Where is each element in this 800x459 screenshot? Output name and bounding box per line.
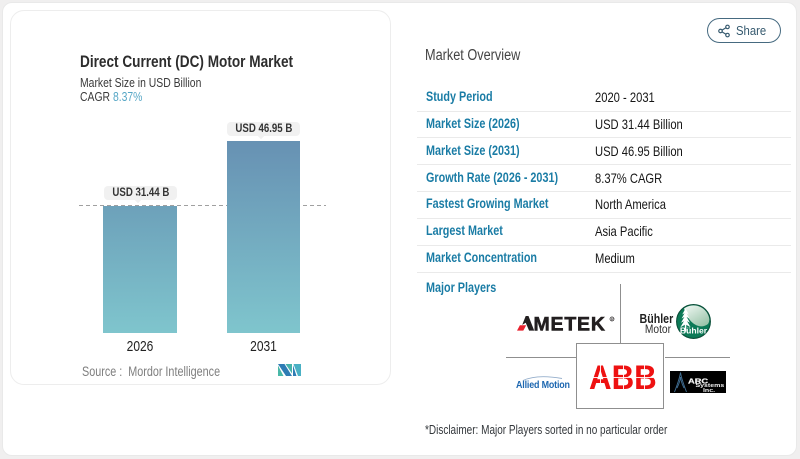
svg-text:R: R [611, 316, 614, 321]
svg-text:Systems: Systems [696, 383, 725, 389]
svg-text:METEK: METEK [534, 316, 606, 331]
svg-text:Bühler: Bühler [680, 326, 708, 336]
svg-text:Inc.: Inc. [703, 388, 715, 393]
svg-text:ARC: ARC [688, 376, 708, 385]
